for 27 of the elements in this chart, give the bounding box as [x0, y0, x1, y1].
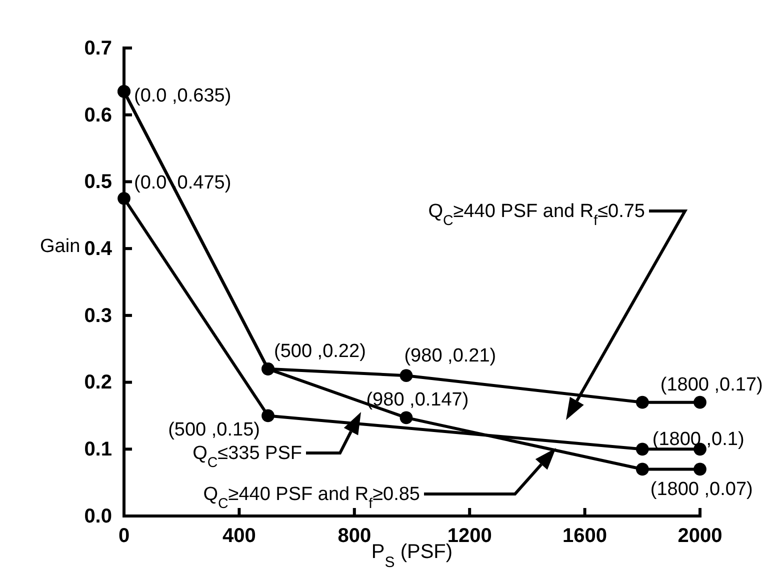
x-tick-label: 1600 — [562, 525, 608, 548]
y-tick-label: 0.5 — [84, 171, 112, 194]
data-label: (1800 ,0.17) — [660, 374, 763, 396]
y-tick-label: 0.3 — [84, 304, 112, 327]
x-tick-label: 2000 — [678, 525, 722, 548]
annotation: Q$_{C}$≤335 PSF — [192, 443, 302, 471]
data-label: (0.0 ,0.635) — [134, 85, 232, 106]
data-label: (500 ,0.22) — [274, 340, 366, 362]
x-tick-label: 0 — [118, 525, 130, 548]
data-label: (980 ,0.21) — [404, 346, 496, 367]
y-axis-title: Gain — [40, 236, 80, 257]
annotation: Q$_{C}$≥440 PSF and R$_{f}$≤0.75 — [428, 201, 645, 229]
y-tick-label: 0.6 — [84, 104, 112, 126]
y-tick-label: 0.2 — [84, 372, 112, 394]
y-tick-label: 0.1 — [84, 438, 112, 461]
x-tick-label: 800 — [338, 525, 372, 548]
x-tick-label: 400 — [222, 525, 256, 548]
annotation: Q$_{C}$≥440 PSF and R$_{f}$≥0.85 — [203, 484, 420, 512]
data-label: (1800 ,0.1) — [652, 429, 744, 450]
data-label: (980 ,0.147) — [366, 390, 469, 411]
data-label: (0.0 ,0.475) — [134, 172, 232, 194]
text: 0.0 — [84, 505, 112, 528]
data-label: (500 ,0.15) — [168, 420, 260, 441]
y-tick-label: 0.4 — [84, 238, 113, 260]
y-tick-label: 0.7 — [84, 37, 112, 60]
x-axis-title: P$_{S}$ (PSF) — [371, 541, 453, 570]
data-label: (1800 ,0.07) — [650, 479, 753, 500]
